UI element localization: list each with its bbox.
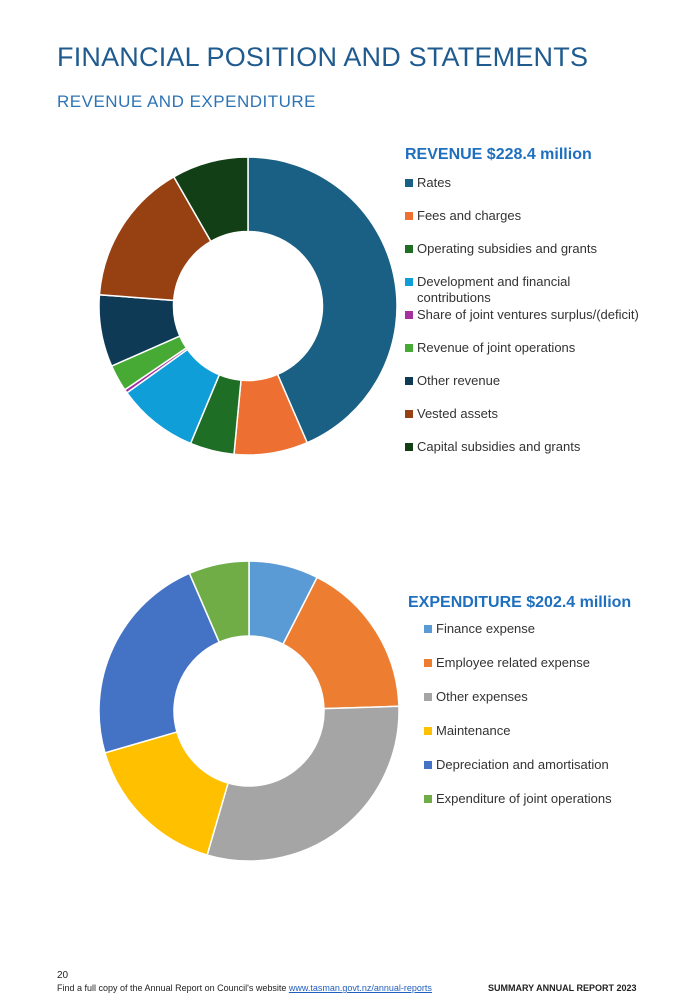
revenue-slice-rates [247, 156, 398, 444]
legend-label: Development and financial contributions [417, 274, 571, 305]
expenditure-slice-other-expenses [206, 705, 400, 862]
legend-swatch [424, 625, 432, 633]
revenue-slice-capital-subsidies-and-grants [172, 156, 249, 243]
legend-label: Maintenance [436, 723, 511, 738]
legend-item-maintenance: Maintenance [424, 723, 631, 757]
revenue-donut-chart [98, 156, 398, 456]
expenditure-chart-title: EXPENDITURE $202.4 million [408, 594, 632, 611]
legend-item-capital-subsidies: Capital subsidies and grants [405, 439, 645, 472]
legend-label: Vested assets [417, 406, 498, 421]
expenditure-donut-chart [98, 560, 400, 862]
legend-item-joint-ventures: Share of joint ventures surplus/(deficit… [405, 307, 645, 340]
annual-report-link[interactable]: www.tasman.govt.nz/annual-reports [288, 983, 432, 993]
legend-swatch [424, 795, 432, 803]
legend-item-fees-and-charges: Fees and charges [405, 208, 645, 241]
legend-item-vested-assets: Vested assets [405, 406, 645, 439]
legend-swatch [424, 761, 432, 769]
page-number: 20 [57, 970, 69, 981]
legend-item-depreciation: Depreciation and amortisation [424, 757, 631, 791]
legend-swatch [405, 443, 413, 451]
legend-swatch [424, 727, 432, 735]
legend-swatch [424, 693, 432, 701]
legend-swatch [405, 245, 413, 253]
legend-label: Operating subsidies and grants [417, 241, 597, 256]
legend-item-finance-expense: Finance expense [424, 621, 631, 655]
legend-label: Employee related expense [436, 655, 590, 670]
legend-item-other-revenue: Other revenue [405, 373, 645, 406]
legend-label: Depreciation and amortisation [436, 757, 609, 772]
legend-swatch [405, 179, 413, 187]
expenditure-slice-expenditure-of-joint-operations [188, 560, 250, 644]
legend-label: Expenditure of joint operations [436, 791, 612, 806]
legend-label: Rates [417, 175, 451, 190]
legend-label: Revenue of joint operations [417, 340, 576, 355]
expenditure-slice-maintenance [104, 730, 230, 856]
legend-label: Capital subsidies and grants [417, 439, 581, 454]
page-title: FINANCIAL POSITION AND STATEMENTS [57, 42, 589, 72]
legend-item-other-expenses: Other expenses [424, 689, 631, 723]
legend-label: Other expenses [436, 689, 528, 704]
legend-item-joint-operations-revenue: Revenue of joint operations [405, 340, 645, 373]
legend-swatch [405, 278, 413, 286]
legend-item-employee-expense: Employee related expense [424, 655, 631, 689]
legend-item-development-contributions: Development and financial contributions [405, 274, 645, 307]
legend-item-joint-operations-expenditure: Expenditure of joint operations [424, 791, 631, 825]
section-title: REVENUE AND EXPENDITURE [57, 92, 316, 111]
revenue-chart-title: REVENUE $228.4 million [405, 146, 592, 163]
legend-swatch [405, 212, 413, 220]
expenditure-legend: EXPENDITURE $202.4 million Finance expen… [408, 594, 631, 825]
expenditure-slice-depreciation-and-amortisation [98, 572, 221, 754]
legend-label: Finance expense [436, 621, 536, 636]
legend-label: Fees and charges [417, 208, 522, 223]
legend-item-rates: Rates [405, 175, 645, 208]
legend-swatch [405, 410, 413, 418]
report-name: SUMMARY ANNUAL REPORT 2023 [488, 983, 637, 993]
legend-swatch [405, 344, 413, 352]
legend-label: Share of joint ventures surplus/(deficit… [417, 307, 639, 322]
legend-swatch [405, 311, 413, 319]
footer-text: Find a full copy of the Annual Report on… [57, 983, 289, 993]
legend-swatch [424, 659, 432, 667]
footer-note: Find a full copy of the Annual Report on… [57, 983, 432, 993]
legend-item-operating-subsidies: Operating subsidies and grants [405, 241, 645, 274]
legend-swatch [405, 377, 413, 385]
revenue-legend: REVENUE $228.4 million Rates Fees and ch… [405, 146, 645, 472]
legend-label: Other revenue [417, 373, 501, 388]
